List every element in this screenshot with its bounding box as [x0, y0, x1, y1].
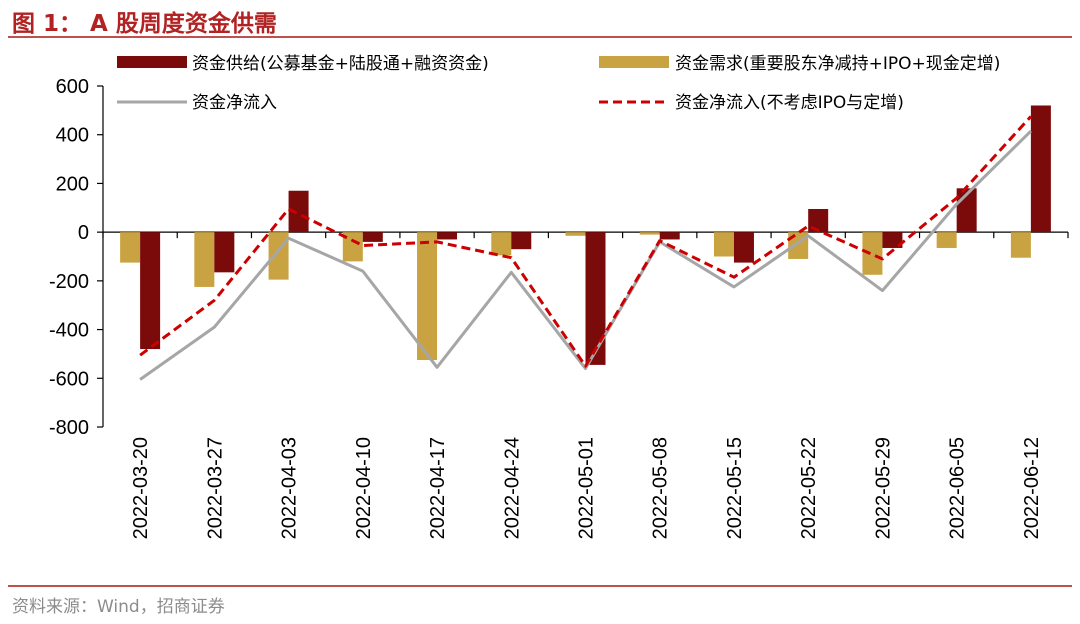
- plot-area: -800 -600 -400 -200 0 200 400 600 2022-03-20 2022…: [49, 76, 1069, 539]
- bar-supply: [288, 190, 309, 233]
- bar-demand: [862, 232, 883, 275]
- bar-supply: [808, 209, 829, 233]
- y-tick-label: -200: [49, 271, 89, 293]
- y-tick-label: 400: [56, 125, 89, 147]
- x-tick-label: 2022-04-24: [501, 437, 523, 539]
- x-tick-label: 2022-03-20: [130, 437, 152, 539]
- x-tick-label: 2022-05-08: [650, 437, 672, 539]
- bar-supply: [511, 232, 532, 250]
- legend: 资金供给(公募基金+陆股通+融资资金) 资金需求(重要股东净减持+IPO+现金定…: [117, 54, 1000, 113]
- bar-demand: [565, 232, 586, 236]
- legend-label-demand: 资金需求(重要股东净减持+IPO+现金定增): [675, 54, 1000, 74]
- x-tick-label: 2022-05-01: [576, 437, 598, 539]
- footer-rule: [8, 585, 1072, 587]
- bar-demand: [1010, 232, 1031, 258]
- x-tick-label: 2022-04-10: [353, 437, 375, 539]
- bar-supply: [882, 232, 903, 248]
- y-tick-label: 600: [56, 76, 89, 98]
- x-tick-label: 2022-05-22: [798, 437, 820, 539]
- bar-demand: [491, 232, 512, 256]
- x-tick-label: 2022-05-15: [724, 437, 746, 539]
- figure-title: 图 1： A 股周度资金供需: [12, 11, 277, 37]
- bar-supply: [585, 232, 606, 365]
- x-tick-label: 2022-05-29: [872, 437, 894, 539]
- legend-label-supply: 资金供给(公募基金+陆股通+融资资金): [192, 54, 489, 74]
- bar-demand: [417, 232, 438, 361]
- bar-supply: [362, 232, 383, 242]
- bar-supply: [214, 232, 235, 273]
- y-tick-label: -800: [49, 417, 89, 439]
- title-rule: [8, 36, 1072, 38]
- bar-demand: [713, 232, 734, 257]
- legend-label-net-ex: 资金净流入(不考虑IPO与定增): [675, 93, 904, 113]
- bar-supply: [140, 232, 161, 350]
- bar-demand: [639, 232, 660, 235]
- x-tick-label: 2022-06-12: [1021, 437, 1043, 539]
- bar-demand: [268, 232, 289, 280]
- line-net-inflow-ex-ipo: [139, 115, 1032, 368]
- bar-demand: [194, 232, 215, 287]
- x-tick-label: 2022-04-03: [279, 437, 301, 539]
- line-net-inflow: [139, 129, 1032, 381]
- y-tick-label: -600: [49, 368, 89, 390]
- y-tick-label: 200: [56, 173, 89, 195]
- x-tick-label: 2022-03-27: [204, 437, 226, 539]
- legend-swatch-demand: [599, 56, 669, 68]
- bar-supply: [1030, 105, 1051, 233]
- bar-demand: [342, 232, 363, 262]
- legend-swatch-supply: [117, 56, 187, 68]
- y-tick-label: -400: [49, 320, 89, 342]
- source-note: 资料来源：Wind，招商证券: [12, 597, 225, 617]
- y-tick-label: 0: [78, 222, 89, 244]
- bar-demand: [120, 232, 141, 263]
- legend-label-net: 资金净流入: [192, 93, 277, 113]
- bar-supply: [437, 232, 458, 240]
- x-tick-label: 2022-04-17: [427, 437, 449, 539]
- bar-supply: [659, 232, 680, 240]
- bar-supply: [733, 232, 754, 263]
- bar-demand: [936, 232, 957, 248]
- x-tick-label: 2022-06-05: [947, 437, 969, 539]
- chart: 资金供给(公募基金+陆股通+融资资金) 资金需求(重要股东净减持+IPO+现金定…: [49, 54, 1069, 539]
